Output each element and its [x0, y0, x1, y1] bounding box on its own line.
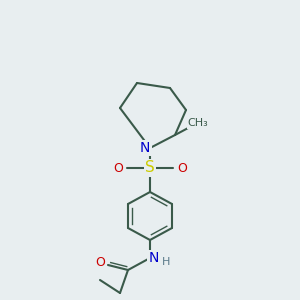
Text: O: O	[113, 161, 123, 175]
Text: O: O	[177, 161, 187, 175]
Text: H: H	[162, 257, 170, 267]
Text: N: N	[140, 141, 150, 155]
Text: S: S	[145, 160, 155, 175]
Text: O: O	[95, 256, 105, 269]
Text: N: N	[149, 251, 159, 265]
Text: CH₃: CH₃	[188, 118, 208, 128]
